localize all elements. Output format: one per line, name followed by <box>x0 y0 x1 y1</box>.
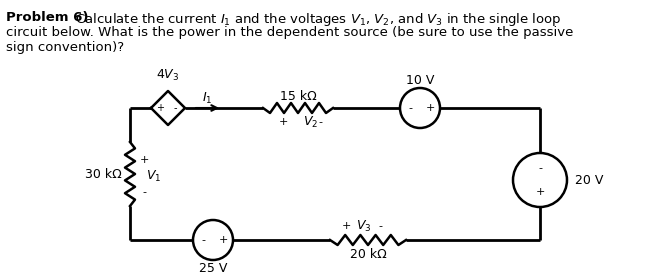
Text: +: + <box>218 235 228 245</box>
Text: $V_1$: $V_1$ <box>146 168 161 184</box>
Text: 10 V: 10 V <box>406 73 434 86</box>
Text: $I_1$: $I_1$ <box>202 91 213 106</box>
Text: -: - <box>378 221 382 231</box>
Text: sign convention)?: sign convention)? <box>6 41 124 54</box>
Text: 15 kΩ: 15 kΩ <box>280 89 316 103</box>
Text: 20 V: 20 V <box>575 174 603 187</box>
Text: $V_3$: $V_3$ <box>356 218 372 234</box>
Text: circuit below. What is the power in the dependent source (be sure to use the pas: circuit below. What is the power in the … <box>6 26 574 39</box>
Text: $4V_3$: $4V_3$ <box>156 68 180 83</box>
Text: $V_2$: $V_2$ <box>303 115 318 129</box>
Text: 25 V: 25 V <box>199 261 227 272</box>
Text: -: - <box>318 117 322 127</box>
Text: -: - <box>173 103 177 113</box>
Text: -: - <box>538 163 542 173</box>
Text: +: + <box>425 103 435 113</box>
Text: Problem 6): Problem 6) <box>6 11 89 24</box>
Text: 20 kΩ: 20 kΩ <box>350 248 387 261</box>
Text: Calculate the current $I_1$ and the voltages $V_1$, $V_2$, and $V_3$ in the sing: Calculate the current $I_1$ and the volt… <box>67 11 562 28</box>
Text: +: + <box>535 187 545 197</box>
Text: +: + <box>139 155 148 165</box>
Text: -: - <box>142 187 146 197</box>
Text: 30 kΩ: 30 kΩ <box>85 168 122 181</box>
Text: +: + <box>341 221 351 231</box>
Text: +: + <box>279 117 288 127</box>
Text: -: - <box>408 103 412 113</box>
Text: +: + <box>156 103 164 113</box>
Text: -: - <box>201 235 205 245</box>
